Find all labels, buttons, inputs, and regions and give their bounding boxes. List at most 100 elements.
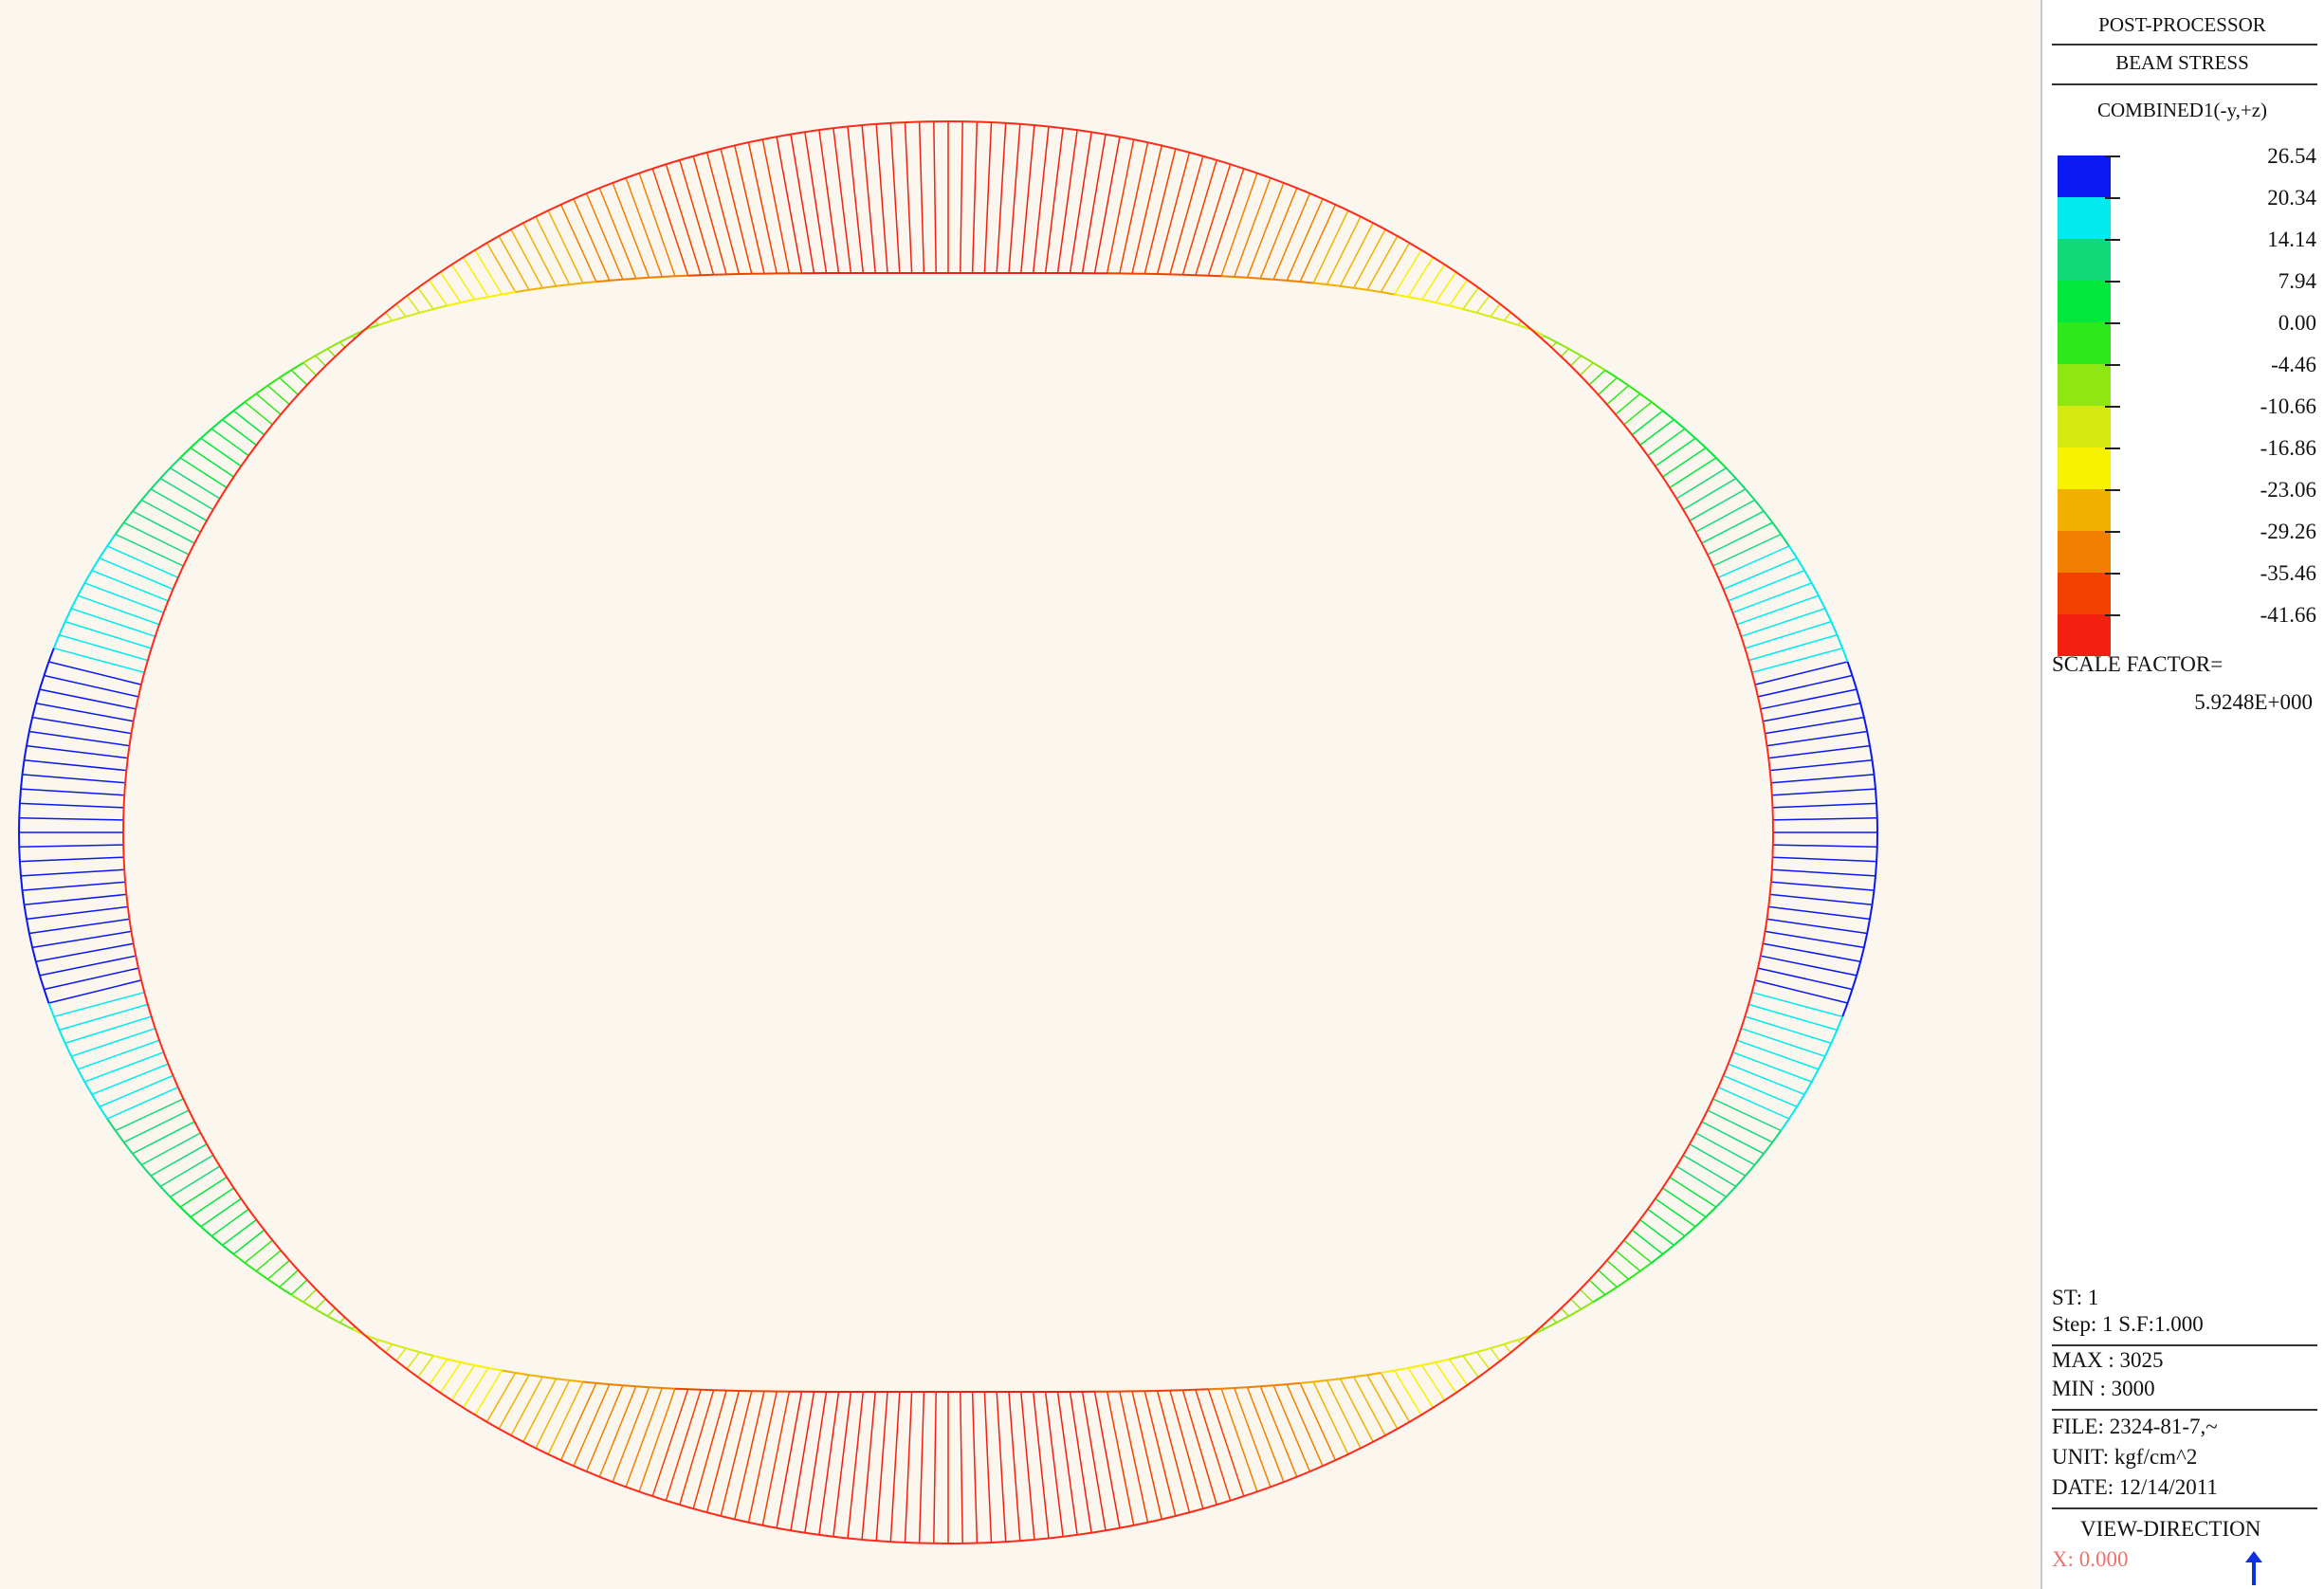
stress-hatch-line: [1380, 1372, 1411, 1423]
stress-hatch-line: [1615, 393, 1641, 415]
stress-hatch-line: [179, 457, 228, 489]
stress-envelope-segment: [1830, 621, 1839, 636]
stress-hatch-line: [170, 1165, 221, 1198]
stress-envelope-segment: [279, 1286, 292, 1296]
stress-hatch-line: [598, 188, 637, 279]
stress-envelope-segment: [528, 286, 543, 291]
stress-hatch-line: [439, 271, 462, 303]
stress-envelope-segment: [159, 1185, 172, 1198]
stress-hatch-line: [1169, 1390, 1204, 1509]
stress-envelope-segment: [20, 875, 24, 891]
stress-envelope-segment: [1705, 447, 1717, 459]
stress-hatch-line: [1772, 856, 1877, 863]
divider: [2052, 44, 2317, 46]
stress-envelope-segment: [582, 1380, 596, 1384]
stress-hatch-line: [1339, 222, 1374, 287]
stress-hatch-line: [1689, 1143, 1747, 1177]
stress-envelope-segment: [91, 557, 101, 572]
post-processor-panel: POST-PROCESSOR BEAM STRESS COMBINED1(-y,…: [2040, 0, 2324, 1589]
stress-hatch-line: [1032, 126, 1050, 274]
stress-hatch-line: [1056, 1391, 1078, 1535]
stress-hatch-line: [190, 1187, 235, 1218]
model-viewport[interactable]: [0, 0, 2029, 1589]
stress-envelope-segment: [1260, 277, 1274, 281]
stress-hatch-line: [26, 744, 128, 759]
stress-hatch-line: [1093, 137, 1121, 274]
stress-envelope-segment: [1771, 1129, 1783, 1143]
stress-envelope-segment: [1763, 1142, 1774, 1155]
stress-hatch-line: [971, 1391, 979, 1543]
stress-envelope-segment: [1651, 401, 1664, 411]
stress-hatch-line: [705, 152, 741, 275]
stress-hatch-line: [1207, 168, 1245, 276]
stress-hatch-line: [84, 1051, 164, 1083]
stress-hatch-line: [1606, 1259, 1630, 1280]
stress-envelope-segment: [1823, 1042, 1833, 1057]
stress-envelope-segment: [649, 1386, 663, 1389]
stress-hatch-line: [1503, 312, 1511, 321]
stress-envelope-segment: [1836, 634, 1844, 649]
stress-hatch-line: [1768, 905, 1871, 921]
stress-hatch-line: [1768, 744, 1871, 759]
stress-hatch-line: [1639, 1218, 1674, 1246]
stress-hatch-line: [19, 816, 124, 821]
stress-envelope-segment: [106, 1118, 117, 1132]
stress-hatch-line: [625, 1387, 664, 1488]
stress-hatch-line: [1326, 1379, 1362, 1449]
stress-hatch-line: [933, 1391, 937, 1543]
stress-hatch-line: [1339, 1378, 1374, 1443]
stress-envelope-segment: [327, 1315, 340, 1324]
stress-envelope-segment: [1476, 1347, 1491, 1354]
stress-envelope-segment: [1725, 466, 1737, 480]
stress-hatch-line: [106, 1087, 179, 1120]
stress-hatch-line: [1741, 1027, 1826, 1057]
stress-envelope-segment: [419, 308, 434, 314]
stress-envelope-segment: [232, 1253, 246, 1264]
divider: [2052, 1409, 2317, 1411]
stress-hatch-line: [1195, 163, 1232, 276]
stress-envelope-segment: [392, 1342, 407, 1350]
stress-hatch-line: [1233, 1387, 1272, 1488]
stress-envelope-segment: [542, 1376, 557, 1380]
stress-hatch-line: [918, 1391, 925, 1543]
stress-envelope-segment: [1866, 731, 1871, 746]
stress-envelope-segment: [23, 904, 27, 920]
stress-hatch-line: [462, 256, 489, 298]
stress-envelope-segment: [18, 861, 22, 876]
stress-hatch-line: [1475, 1351, 1491, 1370]
stress-hatch-line: [1560, 348, 1570, 357]
stress-envelope-segment: [460, 1361, 475, 1366]
stress-hatch-line: [1326, 216, 1362, 285]
stress-hatch-line: [1675, 1165, 1727, 1198]
legend-tick: [2105, 281, 2120, 283]
stress-hatch-line: [918, 121, 925, 274]
stress-envelope-segment: [1556, 341, 1569, 350]
unit-label: UNIT: kgf/cm^2: [2052, 1445, 2198, 1469]
stress-envelope-segment: [1780, 533, 1790, 547]
stress-envelope-segment: [622, 1384, 636, 1388]
legend-tick: [2105, 406, 2120, 408]
stress-hatch-line: [1394, 1370, 1422, 1415]
stress-envelope-segment: [1616, 1278, 1630, 1288]
stress-envelope-segment: [1195, 274, 1209, 277]
legend-value: -16.86: [2260, 436, 2316, 460]
stress-hatch-line: [720, 148, 753, 274]
stress-hatch-line: [1712, 1098, 1782, 1132]
stress-hatch-line: [804, 132, 828, 274]
stress-envelope-segment: [1818, 1055, 1826, 1070]
stress-envelope-segment: [232, 401, 246, 411]
stress-hatch-line: [996, 122, 1007, 274]
stress-hatch-line: [1008, 1391, 1021, 1542]
stress-envelope-segment: [1300, 1380, 1314, 1384]
stress-hatch-line: [485, 1372, 517, 1423]
stress-envelope-segment: [1234, 1386, 1248, 1389]
stress-hatch-line: [1717, 545, 1790, 578]
stress-hatch-line: [510, 1376, 543, 1436]
stress-hatch-line: [84, 582, 164, 613]
stress-hatch-line: [1647, 428, 1686, 457]
stress-envelope-segment: [106, 533, 117, 547]
min-label: MIN : 3000: [2052, 1377, 2155, 1400]
stress-envelope-segment: [1580, 355, 1594, 364]
stress-envelope-segment: [52, 1015, 61, 1031]
stress-hatch-line: [232, 410, 265, 436]
